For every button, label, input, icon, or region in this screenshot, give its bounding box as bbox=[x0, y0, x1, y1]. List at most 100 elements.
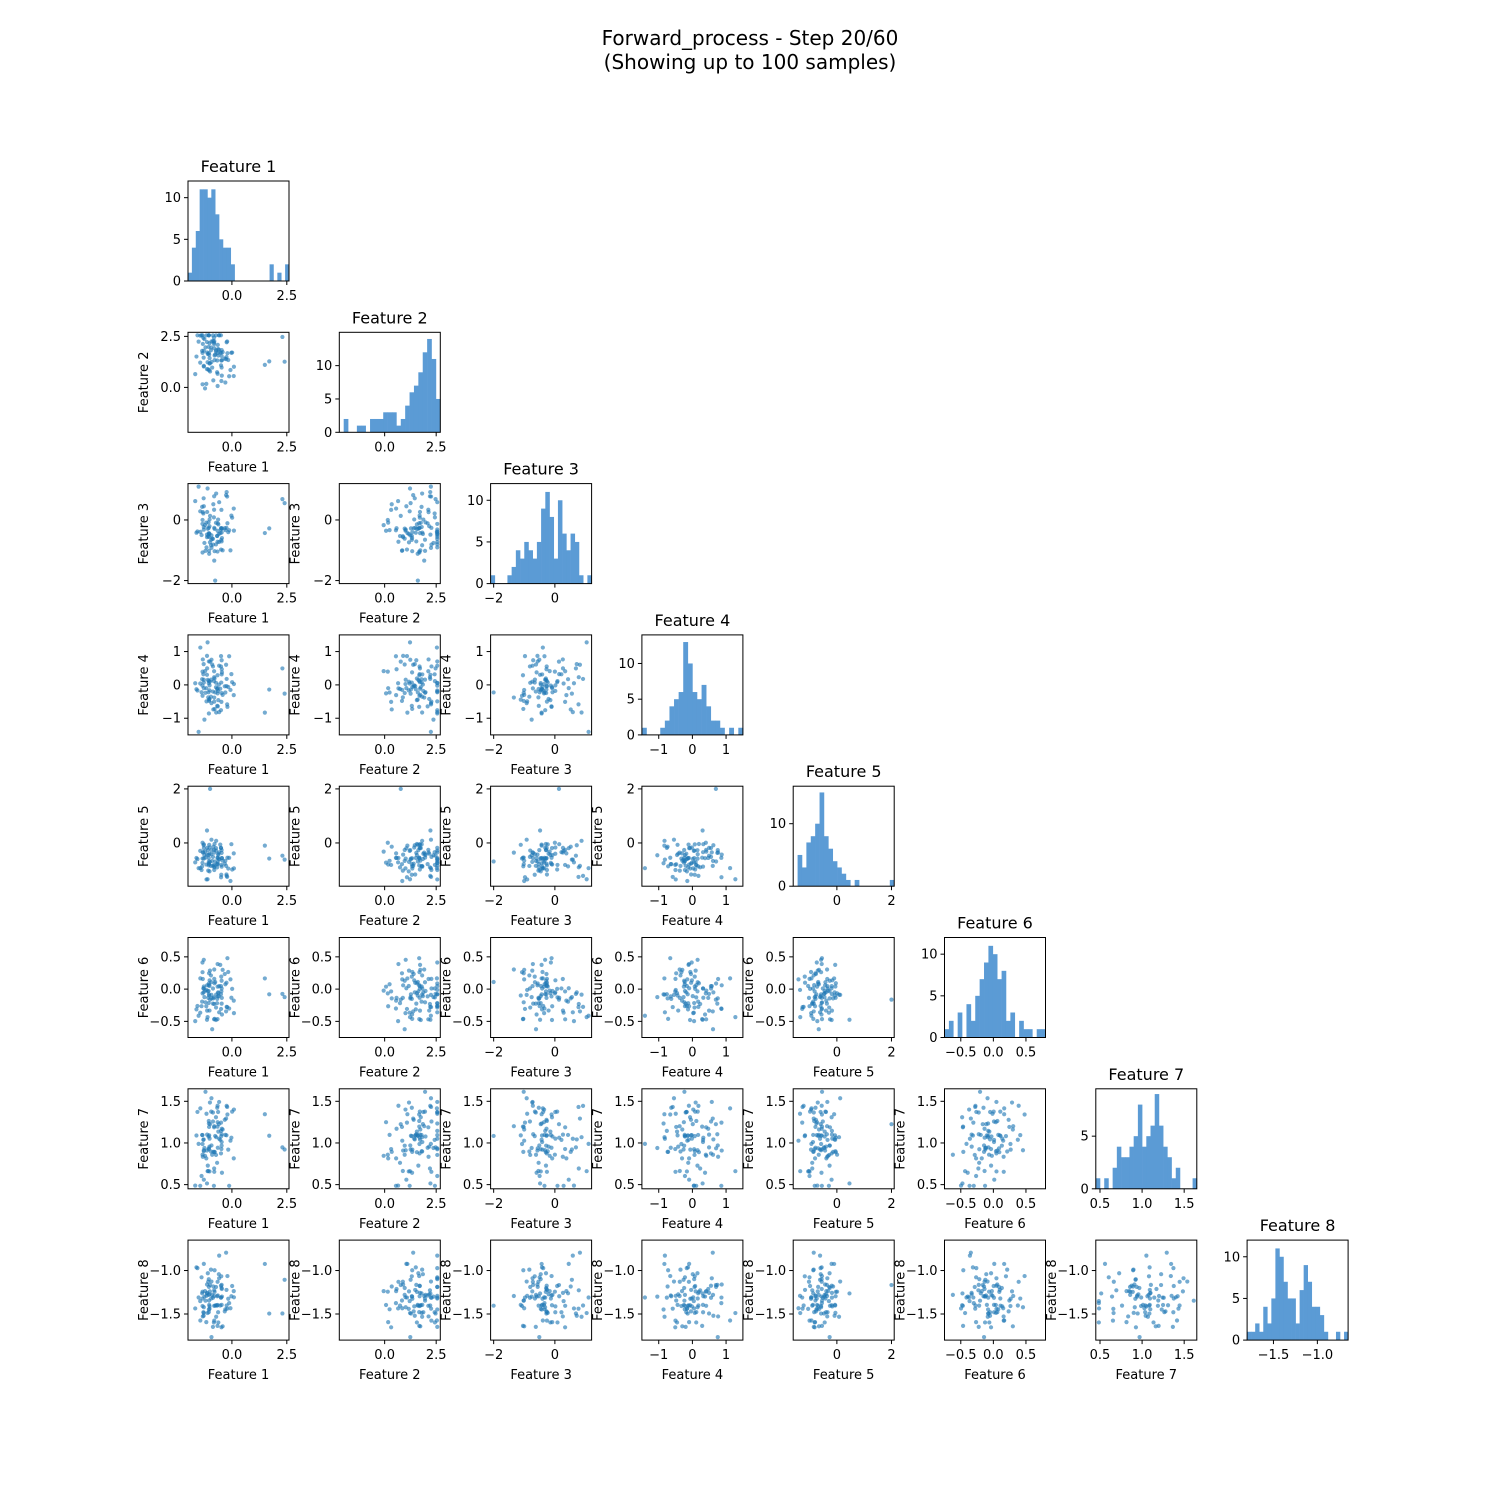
scatter-point bbox=[536, 1105, 541, 1110]
scatter-point bbox=[215, 342, 220, 347]
scatter-point bbox=[807, 1318, 812, 1323]
scatter-point bbox=[202, 717, 207, 722]
scatter-point bbox=[806, 1306, 811, 1311]
scatter-point bbox=[584, 1015, 589, 1020]
scatter-point bbox=[405, 530, 410, 536]
scatter-point bbox=[219, 526, 224, 531]
scatter-point bbox=[511, 967, 516, 972]
scatter-point bbox=[560, 1132, 566, 1137]
scatter-point bbox=[642, 1295, 648, 1300]
scatter-point bbox=[568, 1149, 573, 1154]
scatter-point bbox=[402, 1027, 407, 1032]
y-tick-label: 10 bbox=[921, 948, 938, 963]
scatter-point bbox=[419, 1291, 424, 1296]
scatter-point bbox=[404, 875, 410, 880]
x-axis-label: Feature 6 bbox=[964, 1217, 1026, 1232]
scatter-point bbox=[429, 986, 434, 991]
scatter-point bbox=[406, 1100, 412, 1105]
y-tick-label: −1.0 bbox=[149, 1264, 181, 1279]
scatter-point bbox=[394, 855, 399, 861]
scatter-point bbox=[417, 1008, 423, 1013]
scatter-point bbox=[800, 1006, 805, 1012]
scatter-point bbox=[553, 990, 558, 995]
x-tick-label: 2.5 bbox=[426, 743, 447, 758]
scatter-point bbox=[435, 863, 440, 868]
scatter-point bbox=[230, 350, 235, 355]
scatter-point bbox=[210, 1324, 216, 1329]
scatter-point bbox=[719, 1148, 724, 1153]
x-axis-label: Feature 3 bbox=[510, 1217, 572, 1232]
scatter-point bbox=[1159, 1272, 1164, 1277]
scatter-point bbox=[280, 666, 285, 671]
scatter-point bbox=[435, 1152, 440, 1158]
scatter-point bbox=[1156, 1293, 1162, 1299]
hist-bar bbox=[1023, 1029, 1029, 1038]
scatter-point bbox=[816, 1027, 821, 1032]
scatter-point bbox=[539, 1112, 544, 1117]
scatter-point bbox=[387, 528, 392, 533]
x-tick-label: −2 bbox=[484, 592, 503, 607]
scatter-point bbox=[691, 848, 696, 853]
scatter-point bbox=[998, 1296, 1003, 1301]
scatter-point bbox=[195, 1003, 200, 1009]
scatter-point bbox=[716, 976, 721, 982]
scatter-point bbox=[829, 1303, 834, 1308]
y-tick-label: −1 bbox=[162, 712, 181, 727]
scatter-point bbox=[417, 1141, 422, 1147]
scatter-point bbox=[811, 1268, 816, 1273]
scatter-point bbox=[422, 537, 428, 542]
scatter-point bbox=[813, 1124, 818, 1130]
scatter-point bbox=[802, 1133, 808, 1138]
scatter-point bbox=[207, 696, 212, 702]
scatter-point bbox=[571, 681, 577, 686]
scatter-point bbox=[668, 1273, 673, 1279]
scatter-point bbox=[530, 859, 535, 864]
scatter-point bbox=[208, 1149, 214, 1154]
axes-frame bbox=[792, 1088, 895, 1190]
scatter-point bbox=[209, 1279, 214, 1284]
axes-frame bbox=[792, 785, 895, 887]
scatter-point bbox=[733, 877, 738, 882]
scatter-point bbox=[1171, 1266, 1176, 1271]
scatter-point bbox=[695, 1296, 700, 1301]
scatter-point bbox=[219, 1126, 224, 1131]
scatter-point bbox=[999, 1143, 1004, 1148]
scatter-point bbox=[212, 976, 217, 981]
x-tick-label: 1 bbox=[722, 1197, 730, 1212]
scatter-point bbox=[662, 1136, 668, 1141]
scatter-point bbox=[973, 1156, 979, 1161]
y-axis-label: Feature 5 bbox=[440, 805, 455, 867]
scatter-point bbox=[1146, 1292, 1151, 1297]
scatter-point bbox=[553, 845, 558, 850]
scatter-point bbox=[806, 995, 812, 1000]
scatter-point bbox=[520, 1017, 526, 1022]
scatter-point bbox=[1135, 1311, 1140, 1316]
scatter-point bbox=[819, 1311, 824, 1316]
scatter-point bbox=[573, 853, 579, 858]
hist-bar bbox=[948, 1020, 954, 1038]
scatter-point bbox=[262, 530, 267, 536]
x-tick-label: 0 bbox=[551, 1197, 559, 1212]
scatter-point bbox=[715, 1143, 720, 1148]
scatter-point bbox=[530, 968, 535, 973]
scatter-point bbox=[548, 860, 553, 865]
scatter-point bbox=[211, 378, 216, 383]
scatter-point bbox=[568, 996, 573, 1001]
scatter-point bbox=[435, 529, 440, 534]
scatter-point bbox=[209, 657, 214, 662]
scatter-point bbox=[267, 856, 272, 861]
scatter-point bbox=[1096, 1320, 1101, 1325]
scatter-point bbox=[544, 1151, 549, 1156]
scatter-point bbox=[230, 1283, 235, 1289]
scatter-point bbox=[212, 507, 217, 512]
scatter-point bbox=[668, 1145, 673, 1150]
scatter-point bbox=[836, 1135, 842, 1140]
scatter-point bbox=[230, 680, 235, 685]
scatter-point bbox=[693, 1100, 698, 1105]
y-tick-label: 0.5 bbox=[160, 950, 181, 965]
scatter-point bbox=[1132, 1282, 1137, 1287]
y-tick-label: −1.0 bbox=[1057, 1264, 1089, 1279]
scatter-point bbox=[974, 1266, 979, 1271]
scatter-point bbox=[1143, 1310, 1148, 1315]
